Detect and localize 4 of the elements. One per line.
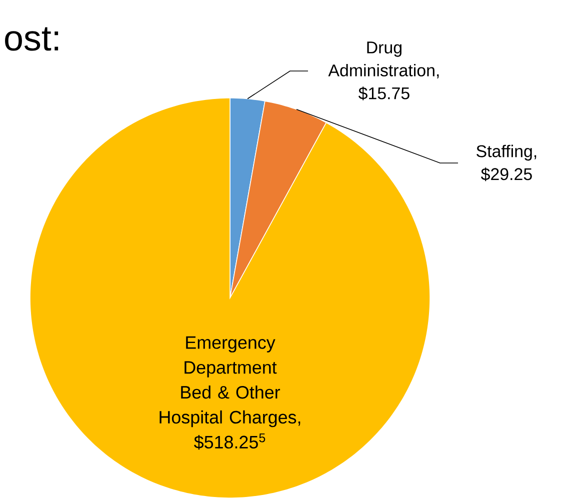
slice-label: Staffing, $29.25 — [476, 144, 536, 182]
slice-label: Emergency Department Bed & Other Hospital Charges, $518.25$^{5}$ — [160, 336, 300, 450]
chart-title: ost: — [5, 27, 58, 51]
slice-label: Drug Administration, $15.75 — [328, 42, 439, 100]
